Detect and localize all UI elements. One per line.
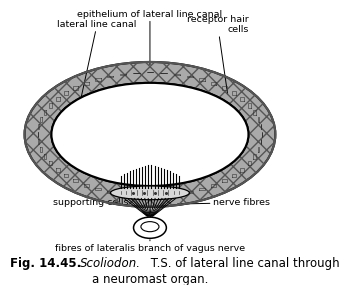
Text: receptor hair
cells: receptor hair cells [187, 15, 249, 95]
Text: T.S. of lateral line canal through: T.S. of lateral line canal through [147, 257, 340, 270]
Text: Scoliodon.: Scoliodon. [80, 257, 141, 270]
Text: supporting cells: supporting cells [53, 194, 128, 207]
Ellipse shape [52, 83, 249, 186]
Ellipse shape [141, 222, 159, 232]
Ellipse shape [25, 62, 275, 207]
Ellipse shape [110, 186, 190, 200]
Text: Fig. 14.45.: Fig. 14.45. [10, 257, 81, 270]
Text: neuromast
organ: neuromast organ [66, 113, 141, 181]
Text: a neuromast organ.: a neuromast organ. [92, 273, 208, 285]
Text: epithelium of lateral line canal: epithelium of lateral line canal [77, 10, 222, 65]
Ellipse shape [133, 217, 166, 238]
Text: lateral line canal: lateral line canal [58, 20, 137, 98]
Text: nerve fibres: nerve fibres [178, 198, 270, 207]
Ellipse shape [52, 83, 249, 186]
Text: fibres of lateralis branch of vagus nerve: fibres of lateralis branch of vagus nerv… [55, 240, 245, 253]
